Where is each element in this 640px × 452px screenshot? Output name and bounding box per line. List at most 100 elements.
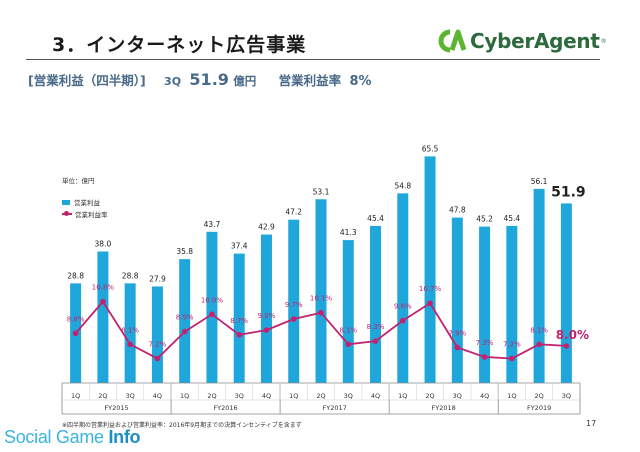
bar-value-label: 54.8 (394, 181, 411, 190)
x-tick-label: 1Q (71, 392, 80, 400)
summary-value: 51.9 (189, 70, 229, 89)
bar (179, 259, 191, 383)
margin-label: 7.2% (503, 341, 521, 349)
margin-point (181, 328, 188, 335)
bar (424, 156, 436, 383)
cyberagent-logo-icon (438, 29, 466, 53)
margin-label: 8.1% (121, 326, 139, 334)
margin-point (481, 354, 488, 360)
x-tick-label: 4Q (371, 392, 380, 400)
x-tick-label: 4Q (153, 392, 162, 400)
margin-point (100, 298, 106, 305)
bar-value-label: 27.9 (149, 274, 166, 283)
bar-value-label: 56.1 (531, 177, 548, 186)
bar-value-label: 42.9 (258, 223, 275, 232)
bar-value-label: 47.2 (285, 208, 302, 217)
margin-label: 7.9% (448, 329, 466, 337)
margin-point (209, 311, 215, 318)
x-tick-label: 3Q (126, 392, 135, 400)
margin-label: 9.6% (394, 303, 412, 311)
margin-label: 9.0% (258, 312, 276, 320)
legend-item-bar: 営業利益 (62, 196, 108, 208)
margin-label: 8.0% (556, 328, 589, 342)
watermark-logo: Social Game Info (4, 427, 141, 448)
bar-value-label: 28.8 (122, 271, 139, 280)
x-tick-label: 2Q (98, 392, 107, 400)
margin-label: 10.8% (92, 284, 115, 292)
bar-value-label: 37.4 (231, 242, 248, 251)
summary-unit: 億円 (233, 74, 257, 88)
unit-note: 単位：億円 (62, 177, 95, 185)
page-number: 17 (586, 419, 597, 428)
bar-value-label: 53.1 (313, 187, 330, 196)
margin-point (236, 332, 243, 338)
logo-text: CyberAgent (470, 29, 600, 53)
bar-value-label: 45.4 (367, 214, 384, 223)
group-label: FY2016 (213, 404, 237, 412)
bar-value-label: 51.9 (551, 184, 586, 200)
margin-point (72, 330, 79, 337)
watermark-bold: Info (108, 427, 141, 447)
group-label: FY2017 (322, 404, 346, 412)
margin-label: 7.2% (149, 341, 167, 349)
bar (370, 225, 382, 383)
registered-mark: ® (600, 37, 607, 45)
margin-point (154, 355, 161, 362)
footnote: ※四半期の営業利益および営業利益率：2016年9月期までの決算インセンティブを含… (62, 422, 302, 429)
chart-legend: 営業利益 営業利益率 (62, 196, 108, 220)
margin-label: 7.3% (476, 339, 494, 347)
margin-label: 10.7% (419, 285, 442, 293)
bar (206, 231, 218, 383)
bar-value-label: 65.5 (422, 144, 439, 153)
x-tick-label: 1Q (507, 392, 516, 400)
margin-point (454, 344, 461, 351)
margin-label: 8.7% (230, 317, 248, 325)
bar (397, 193, 409, 383)
summary-heading: [営業利益（四半期）] 3Q 51.9 億円 営業利益率 8% (28, 70, 372, 89)
bar-value-label: 28.8 (67, 271, 84, 280)
bar-value-label: 45.2 (476, 215, 493, 224)
x-tick-label: 3Q (453, 392, 462, 400)
x-tick-label: 2Q (207, 392, 216, 400)
x-tick-label: 4Q (262, 392, 271, 400)
bar (288, 219, 300, 383)
margin-label: 10.0% (201, 296, 224, 304)
legend-item-line: 営業利益率 (62, 208, 108, 220)
bar (315, 199, 327, 383)
legend-bar-swatch (62, 199, 70, 205)
margin-point (399, 317, 406, 324)
legend-line-swatch (62, 211, 72, 216)
margin-point (127, 341, 133, 348)
margin-label: 8.8% (67, 315, 85, 323)
margin-point (372, 338, 379, 344)
margin-point (290, 316, 297, 322)
summary-rate: 8% (349, 74, 372, 89)
watermark-light: Social Game (4, 427, 109, 447)
summary-quarter: 3Q (164, 75, 182, 88)
margin-point (427, 300, 433, 307)
x-tick-label: 4Q (480, 392, 489, 400)
group-label: FY2015 (104, 404, 128, 412)
x-tick-label: 3Q (344, 392, 353, 400)
bar-value-label: 41.3 (340, 228, 357, 237)
summary-rate-label: 営業利益率 (278, 73, 342, 88)
bar-value-label: 35.8 (176, 247, 193, 256)
bar (479, 226, 491, 383)
x-tick-label: 2Q (425, 392, 434, 400)
bar (533, 188, 545, 383)
bar-value-label: 47.8 (449, 206, 466, 215)
bar-value-label: 38.0 (95, 240, 112, 249)
x-tick-label: 1Q (180, 392, 189, 400)
bar (342, 240, 354, 383)
bar (124, 283, 136, 383)
group-label: FY2018 (432, 404, 456, 412)
margin-label: 8.1% (530, 326, 548, 334)
brand-logo: CyberAgent ® (436, 28, 607, 54)
bar (451, 217, 463, 383)
summary-label: [営業利益（四半期）] (28, 73, 146, 88)
group-label: FY2019 (527, 404, 551, 412)
bar (260, 234, 272, 383)
margin-point (318, 309, 324, 316)
page-title: 3．インターネット広告事業 (52, 34, 307, 56)
